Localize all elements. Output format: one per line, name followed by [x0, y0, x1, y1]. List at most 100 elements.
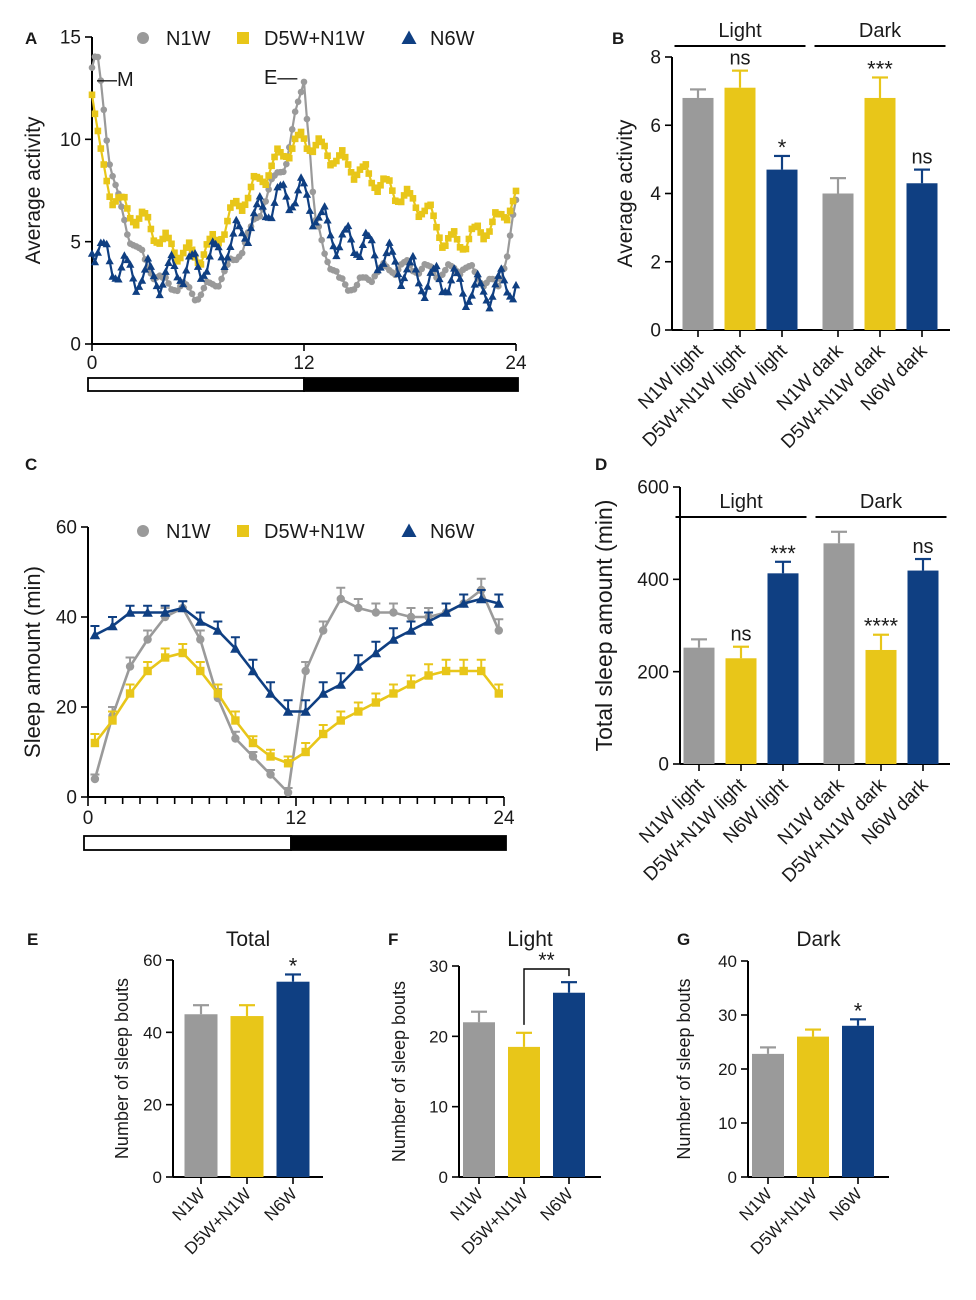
data-point	[285, 154, 293, 162]
data-point	[433, 223, 440, 231]
y-tick-label: 200	[637, 662, 669, 683]
data-point	[106, 161, 113, 168]
data-point	[213, 689, 223, 698]
data-point	[302, 190, 312, 198]
data-point	[108, 716, 117, 725]
data-point	[227, 204, 234, 211]
data-point	[297, 88, 305, 96]
data-point	[267, 213, 276, 222]
data-point	[405, 625, 417, 635]
data-point	[423, 282, 432, 290]
data-point	[160, 653, 170, 662]
group-label: Light	[719, 491, 763, 513]
legend-label: N1W	[166, 521, 211, 543]
data-point	[94, 53, 102, 61]
data-point	[212, 625, 224, 635]
y-tick-label: 0	[70, 335, 81, 356]
y-tick-label: 20	[718, 1060, 737, 1079]
data-point	[185, 239, 193, 247]
bar	[553, 992, 585, 1177]
data-point	[512, 187, 520, 195]
data-point	[185, 284, 193, 291]
data-point	[182, 266, 191, 274]
data-point	[221, 231, 228, 238]
data-point	[459, 666, 468, 676]
data-point	[164, 258, 173, 266]
data-point	[243, 238, 253, 246]
bar	[864, 97, 896, 330]
data-point	[288, 126, 296, 133]
data-point	[238, 228, 247, 237]
y-tick-label: 30	[429, 957, 448, 976]
data-point	[124, 231, 131, 238]
data-point	[435, 274, 444, 283]
bar	[508, 1046, 540, 1177]
data-point	[326, 230, 335, 239]
data-point	[411, 265, 421, 273]
light-period-bar	[83, 835, 292, 851]
series-line	[94, 597, 500, 713]
data-point	[323, 216, 332, 224]
data-point	[412, 204, 420, 212]
data-point	[103, 177, 111, 185]
data-point	[450, 264, 459, 272]
data-point	[338, 275, 346, 282]
data-point	[414, 278, 423, 287]
y-tick-label: 40	[718, 952, 737, 971]
y-axis-label: Average activity	[22, 116, 45, 264]
data-point	[374, 188, 381, 196]
data-point	[382, 248, 391, 257]
data-point	[143, 635, 152, 644]
data-point	[477, 666, 486, 676]
group-label: Light	[718, 20, 762, 42]
data-point	[117, 263, 126, 271]
data-point	[283, 160, 290, 168]
data-point	[364, 231, 373, 240]
y-tick-label: 600	[637, 478, 669, 499]
y-tick-label: 40	[143, 1023, 162, 1042]
data-point	[423, 616, 434, 626]
data-point	[353, 661, 364, 671]
data-point	[94, 127, 102, 135]
data-point	[231, 716, 240, 725]
data-point	[399, 273, 409, 282]
data-point	[417, 286, 426, 295]
data-point	[477, 229, 484, 236]
panel-label: E	[27, 930, 38, 949]
data-point	[120, 251, 129, 259]
bar	[724, 87, 756, 331]
data-point	[335, 679, 347, 689]
y-tick-label: 40	[56, 608, 77, 629]
data-point	[168, 240, 175, 248]
data-point	[241, 201, 249, 209]
data-point	[368, 278, 376, 286]
y-axis-label: Total sleep amount (min)	[591, 500, 617, 752]
data-point	[503, 288, 512, 296]
data-point	[283, 759, 293, 768]
data-point	[88, 91, 96, 99]
data-point	[493, 598, 505, 608]
data-point	[321, 250, 328, 258]
data-point	[200, 284, 208, 292]
data-point	[167, 250, 176, 259]
data-point	[336, 594, 345, 604]
bar	[823, 543, 855, 764]
data-point	[405, 257, 415, 266]
data-point	[238, 207, 246, 214]
data-point	[274, 145, 281, 153]
y-tick-label: 4	[650, 184, 661, 205]
y-tick-label: 20	[429, 1027, 448, 1046]
data-point	[126, 260, 135, 268]
data-point	[112, 181, 119, 189]
data-point	[453, 235, 461, 243]
chart-title: Dark	[796, 928, 841, 951]
data-point	[246, 223, 256, 232]
data-point	[125, 662, 135, 671]
category-label: N6W	[537, 1184, 577, 1224]
data-point	[100, 106, 108, 114]
data-point	[90, 738, 100, 748]
